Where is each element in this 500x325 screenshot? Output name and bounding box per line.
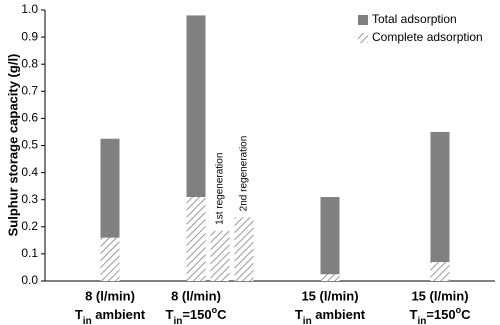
x-tick-label: Tin ambient bbox=[75, 307, 146, 325]
label-part: in bbox=[173, 316, 182, 325]
label-part: T bbox=[75, 307, 83, 322]
y-tick-label: 0.4 bbox=[21, 165, 38, 179]
bar bbox=[100, 237, 120, 281]
y-axis-title: Sulphur storage capacity (g/l) bbox=[5, 54, 20, 237]
x-tick-label: 15 (l/min) bbox=[301, 288, 358, 303]
x-tick-label: 8 (l/min) bbox=[171, 288, 221, 303]
label-part: =150 bbox=[182, 307, 211, 322]
legend-label: Total adsorption bbox=[372, 12, 457, 26]
bar bbox=[210, 230, 230, 281]
y-tick-label: 0.3 bbox=[21, 192, 38, 206]
label-part: ambient bbox=[92, 307, 146, 322]
label-part: o bbox=[212, 305, 218, 315]
label-part: T bbox=[165, 307, 173, 322]
legend-swatch bbox=[358, 15, 368, 25]
annotation: 2nd regeneration bbox=[239, 136, 250, 212]
annotation: 1st regeneration bbox=[215, 153, 226, 225]
bar bbox=[234, 217, 254, 281]
bar bbox=[430, 131, 450, 281]
y-tick-label: 0.8 bbox=[21, 56, 38, 70]
label-part: in bbox=[303, 316, 312, 325]
label-part: in bbox=[417, 316, 426, 325]
y-tick-label: 1.0 bbox=[21, 2, 38, 16]
y-tick-label: 0.9 bbox=[21, 29, 38, 43]
label-part: in bbox=[83, 316, 92, 325]
x-tick-label: 8 (l/min) bbox=[85, 288, 135, 303]
y-tick-label: 0.6 bbox=[21, 111, 38, 125]
y-tick-label: 0.5 bbox=[21, 138, 38, 152]
x-tick-label: Tin ambient bbox=[295, 307, 366, 325]
x-tick-label: 15 (l/min) bbox=[411, 288, 468, 303]
bar bbox=[320, 274, 340, 281]
y-tick-label: 0.7 bbox=[21, 83, 38, 97]
label-part: C bbox=[461, 307, 471, 322]
label-part: =150 bbox=[426, 307, 455, 322]
legend-swatch bbox=[358, 33, 368, 43]
label-part: T bbox=[295, 307, 303, 322]
y-tick-label: 0.1 bbox=[21, 246, 38, 260]
y-tick-label: 0.2 bbox=[21, 219, 38, 233]
label-part: o bbox=[456, 305, 462, 315]
label-part: C bbox=[217, 307, 227, 322]
x-tick-label: Tin=150oC bbox=[165, 305, 227, 325]
label-part: ambient bbox=[312, 307, 366, 322]
y-tick-label: 0.0 bbox=[21, 273, 38, 287]
bar bbox=[320, 196, 340, 281]
bar bbox=[186, 196, 206, 281]
label-part: T bbox=[409, 307, 417, 322]
legend-label: Complete adsorption bbox=[372, 30, 483, 44]
x-tick-label: Tin=150oC bbox=[409, 305, 471, 325]
bar bbox=[430, 262, 450, 281]
